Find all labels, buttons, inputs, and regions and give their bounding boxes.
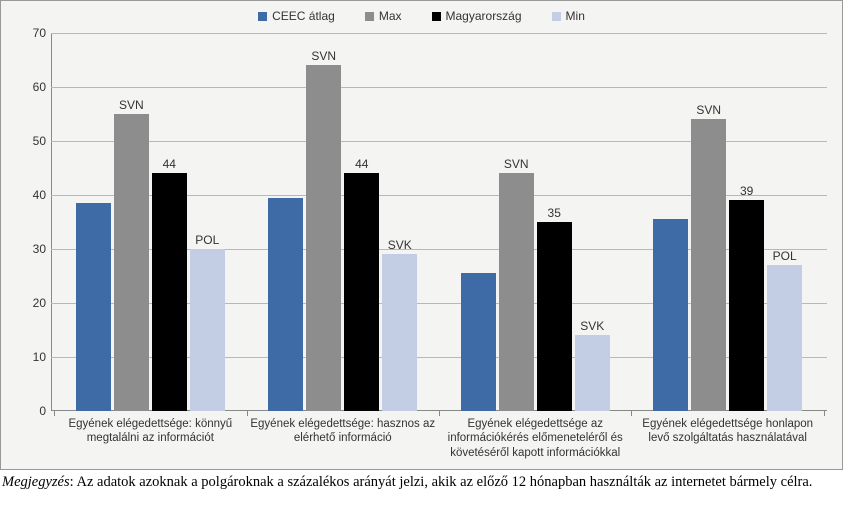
legend-label: Magyarország bbox=[446, 9, 522, 23]
y-tick-label: 70 bbox=[21, 26, 46, 40]
bar-min bbox=[575, 335, 610, 411]
bar-label: SVN bbox=[311, 49, 336, 63]
bar-label: POL bbox=[773, 249, 797, 263]
legend-swatch bbox=[432, 12, 441, 21]
chart-container: CEEC átlag Max Magyarország Min 0 10 20 30 40 50… bbox=[0, 0, 843, 470]
x-category-label: Egyének elégedettsége: hasznos az elérhe… bbox=[250, 417, 436, 446]
y-tick-label: 30 bbox=[21, 242, 46, 256]
plot-area: 010203040506070SVN44POLEgyének elégedett… bbox=[51, 33, 827, 411]
y-axis bbox=[51, 33, 52, 411]
bar-label: 44 bbox=[355, 157, 368, 171]
bar-group: SVN44SVKEgyének elégedettsége: hasznos a… bbox=[250, 33, 436, 411]
bar-label: SVK bbox=[580, 319, 604, 333]
bar-min bbox=[767, 265, 802, 411]
bar-ceec bbox=[268, 198, 303, 411]
y-tick-label: 40 bbox=[21, 188, 46, 202]
x-tick bbox=[631, 411, 632, 416]
legend: CEEC átlag Max Magyarország Min bbox=[1, 1, 842, 27]
bar-max bbox=[306, 65, 341, 411]
bar-min bbox=[382, 254, 417, 411]
bar-min bbox=[190, 249, 225, 411]
bar-group: SVN44POLEgyének elégedettsége: könnyű me… bbox=[57, 33, 243, 411]
bar-label: SVN bbox=[119, 98, 144, 112]
bar-max bbox=[114, 114, 149, 411]
bar-ceec bbox=[653, 219, 688, 411]
bar-ceec bbox=[76, 203, 111, 411]
bar-label: 35 bbox=[548, 206, 561, 220]
bar-label: SVN bbox=[696, 103, 721, 117]
legend-label: Min bbox=[566, 9, 585, 23]
bar-group: SVN39POLEgyének elégedettsége honlapon l… bbox=[635, 33, 821, 411]
bar-group: SVN35SVKEgyének elégedettsége az informá… bbox=[442, 33, 628, 411]
x-tick bbox=[247, 411, 248, 416]
x-tick bbox=[54, 411, 55, 416]
x-tick bbox=[439, 411, 440, 416]
y-tick-label: 60 bbox=[21, 80, 46, 94]
bar-label: POL bbox=[195, 233, 219, 247]
bar-hungary bbox=[152, 173, 187, 411]
bar-hungary bbox=[729, 200, 764, 411]
bar-label: SVK bbox=[388, 238, 412, 252]
bar-label: 39 bbox=[740, 184, 753, 198]
note-text: : Az adatok azoknak a polgároknak a száz… bbox=[70, 474, 813, 490]
bar-label: SVN bbox=[504, 157, 529, 171]
x-category-label: Egyének elégedettsége honlapon levő szol… bbox=[635, 417, 821, 446]
x-tick bbox=[824, 411, 825, 416]
legend-swatch bbox=[258, 12, 267, 21]
y-tick-label: 50 bbox=[21, 134, 46, 148]
legend-swatch bbox=[552, 12, 561, 21]
legend-item: Min bbox=[552, 9, 585, 23]
x-category-label: Egyének elégedettsége: könnyű megtalálni… bbox=[57, 417, 243, 446]
legend-label: CEEC átlag bbox=[272, 9, 335, 23]
legend-swatch bbox=[365, 12, 374, 21]
chart-note: Megjegyzés: Az adatok azoknak a polgárok… bbox=[0, 470, 843, 491]
bar-hungary bbox=[344, 173, 379, 411]
bar-max bbox=[499, 173, 534, 411]
y-tick-label: 0 bbox=[21, 404, 46, 418]
legend-item: Max bbox=[365, 9, 402, 23]
legend-item: Magyarország bbox=[432, 9, 522, 23]
bar-ceec bbox=[461, 273, 496, 411]
y-tick-label: 20 bbox=[21, 296, 46, 310]
note-prefix: Megjegyzés bbox=[2, 474, 70, 490]
x-category-label: Egyének elégedettsége az információkérés… bbox=[442, 417, 628, 460]
bar-max bbox=[691, 119, 726, 411]
legend-label: Max bbox=[379, 9, 402, 23]
legend-item: CEEC átlag bbox=[258, 9, 335, 23]
bar-label: 44 bbox=[163, 157, 176, 171]
bar-hungary bbox=[537, 222, 572, 411]
y-tick-label: 10 bbox=[21, 350, 46, 364]
